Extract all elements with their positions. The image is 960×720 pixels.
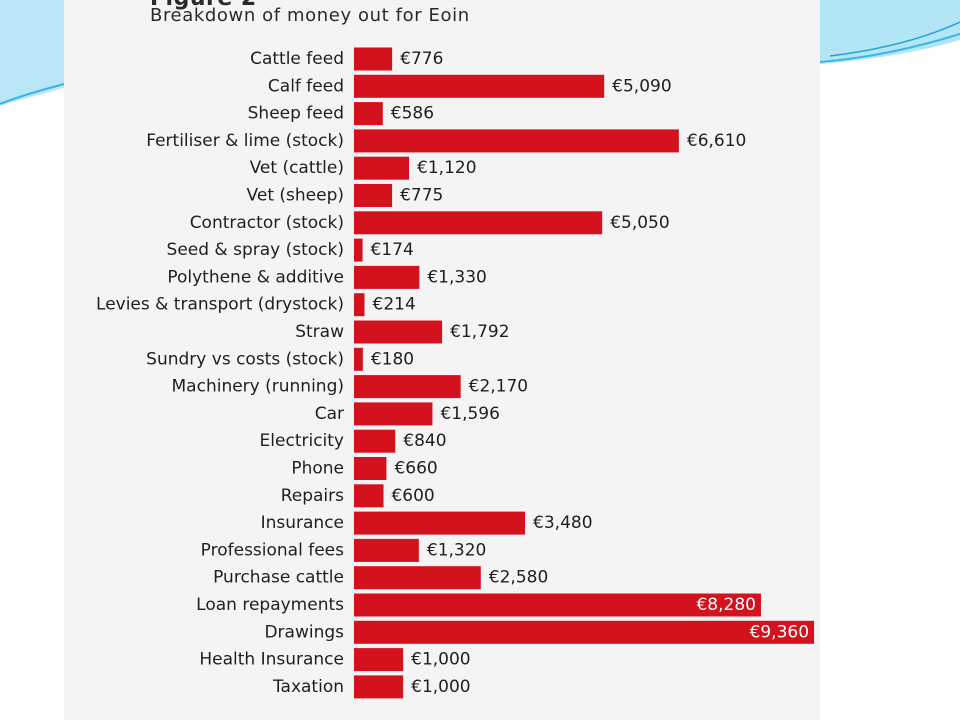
chart-subtitle: Breakdown of money out for Eoin: [150, 5, 470, 26]
category-label: Vet (sheep): [247, 186, 344, 206]
value-label: €660: [394, 459, 437, 479]
category-label: Loan repayments: [196, 595, 344, 615]
bar: [354, 184, 393, 207]
category-label: Car: [315, 404, 344, 424]
figure-title: Figure 2: [150, 0, 257, 11]
bar: [354, 211, 603, 235]
value-label: €1,000: [411, 677, 470, 697]
value-label: €775: [400, 186, 443, 206]
category-label: Electricity: [260, 431, 344, 451]
category-label: Calf feed: [268, 76, 344, 96]
bar: [354, 156, 410, 180]
value-label: €1,330: [427, 267, 486, 287]
category-label: Levies & transport (drystock): [96, 295, 344, 315]
category-label: Fertiliser & lime (stock): [146, 131, 344, 151]
category-label: Contractor (stock): [190, 213, 344, 233]
bar: [354, 347, 363, 371]
value-label: €9,360: [750, 622, 809, 642]
category-label: Drawings: [264, 622, 344, 642]
bar: [354, 293, 365, 317]
bar: [354, 538, 419, 562]
bar: [354, 648, 404, 672]
bar: [354, 675, 404, 699]
value-label: €180: [371, 349, 414, 369]
bar: [354, 320, 443, 344]
category-label: Machinery (running): [172, 377, 344, 397]
value-label: €1,320: [427, 540, 486, 560]
bar: [354, 484, 384, 508]
left-swoosh-line: [0, 83, 65, 105]
value-label: €1,596: [440, 404, 499, 424]
category-label: Straw: [295, 322, 344, 342]
bar: [354, 593, 761, 617]
value-label: €586: [391, 104, 434, 124]
value-label: €2,170: [469, 377, 528, 397]
category-label: Cattle feed: [250, 49, 344, 69]
value-label: €3,480: [533, 513, 592, 533]
value-label: €1,792: [450, 322, 509, 342]
bar: [354, 429, 396, 453]
category-label: Health Insurance: [199, 650, 344, 670]
right-swoosh-line: [819, 33, 960, 63]
bar: [354, 375, 461, 399]
value-label: €214: [373, 295, 416, 315]
bar: [354, 74, 605, 98]
value-label: €5,050: [610, 213, 669, 233]
category-label: Vet (cattle): [250, 158, 344, 178]
bar: [354, 238, 363, 262]
category-label: Polythene & additive: [167, 267, 344, 287]
value-label: €8,280: [696, 595, 755, 615]
right-swoosh: [820, 0, 960, 64]
bar: [354, 47, 393, 71]
category-label: Taxation: [272, 677, 344, 697]
value-label: €5,090: [612, 76, 671, 96]
bar: [354, 102, 383, 126]
category-label: Insurance: [261, 513, 344, 533]
bar: [354, 566, 481, 590]
category-label: Professional fees: [201, 540, 344, 560]
value-label: €2,580: [489, 568, 548, 588]
value-label: €600: [391, 486, 434, 506]
value-label: €776: [400, 49, 443, 69]
category-label: Purchase cattle: [213, 568, 344, 588]
category-label: Phone: [291, 459, 344, 479]
category-label: Sheep feed: [248, 104, 344, 124]
category-label: Sundry vs costs (stock): [146, 349, 344, 369]
bar: [354, 265, 420, 289]
value-label: €840: [403, 431, 446, 451]
value-label: €6,610: [687, 131, 746, 151]
category-label: Seed & spray (stock): [167, 240, 344, 260]
bar: [354, 402, 433, 426]
bar: [354, 129, 679, 153]
bar: [354, 511, 526, 535]
value-label: €1,000: [411, 650, 470, 670]
right-swoosh-line-2: [829, 21, 960, 57]
left-swoosh: [0, 0, 64, 106]
category-label: Repairs: [281, 486, 344, 506]
value-label: €174: [371, 240, 414, 260]
value-label: €1,120: [417, 158, 476, 178]
bar: [354, 620, 815, 644]
bar: [354, 457, 387, 480]
